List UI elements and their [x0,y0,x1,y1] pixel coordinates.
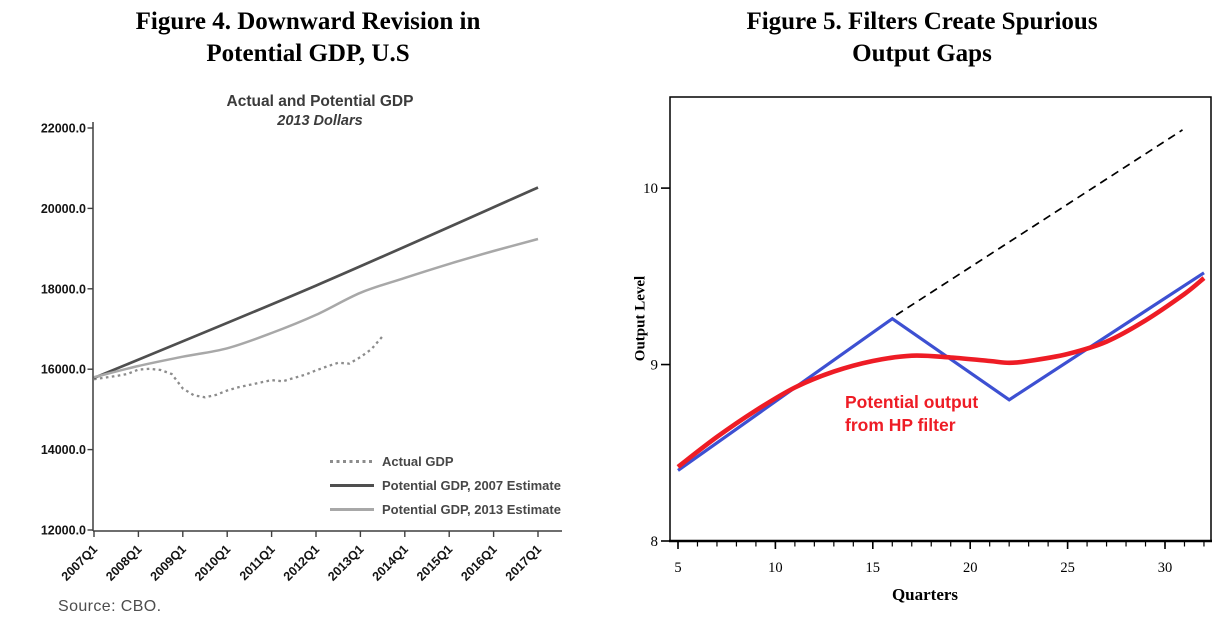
x-tick-label: 2012Q1 [281,542,322,583]
x-tick-label: 2016Q1 [458,542,499,583]
x-tick-label: 2017Q1 [503,542,544,583]
figure4-caption: Figure 4. Downward Revision in Potential… [8,6,608,70]
figure4-caption-line1: Figure 4. Downward Revision in [135,8,481,35]
x-tick-label: 2015Q1 [414,542,455,583]
legend-item: Actual GDP [330,449,561,473]
x-tick-label: 2009Q1 [148,542,189,583]
figure5-caption-line2: Output Gaps [852,40,992,67]
figure4-chart-subtitle: 2013 Dollars [277,113,363,129]
legend-label: Potential GDP, 2007 Estimate [382,477,561,493]
legend-line-sample [330,483,374,487]
x-tick-label: 30 [1158,560,1173,576]
y-tick-label: 10 [643,181,658,197]
legend-line-sample [330,459,374,463]
x-tick-label: 2011Q1 [237,542,278,583]
figure4-caption-line2: Potential GDP, U.S [206,40,410,67]
x-tick-label: 2010Q1 [192,542,233,583]
series-pre-recession-trend-dashed [895,129,1183,316]
series-potential-gdp-2007-estimate [93,186,539,380]
figure5-hp-filter-annotation: Potential output from HP filter [845,391,978,437]
y-tick-label: 22000.0 [41,122,86,136]
x-tick-label: 15 [866,560,881,576]
y-tick-label: 20000.0 [41,202,86,216]
figure5-plot-box [669,96,1212,542]
x-tick-label: 5 [674,560,681,576]
x-tick-label: 20 [963,560,978,576]
x-tick-label: 25 [1060,560,1075,576]
x-tick-label: 2007Q1 [59,542,100,583]
series-potential-output-hp-filter [676,276,1206,469]
figure5-caption: Figure 5. Filters Create Spurious Output… [632,6,1212,70]
figure5-y-axis-title: Output Level [632,275,649,362]
legend-item: Potential GDP, 2007 Estimate [330,473,561,497]
figure5-x-axis-title: Quarters [891,585,959,604]
series-actual-gdp [93,335,384,399]
annotation-line2: from HP filter [845,415,956,435]
figure4-legend: Actual GDP Potential GDP, 2007 Estimate Po… [330,449,561,521]
x-tick-label: 2013Q1 [325,542,366,583]
legend-label: Actual GDP [382,453,454,469]
figure5-caption-line1: Figure 5. Filters Create Spurious [746,8,1098,35]
y-tick-label: 14000.0 [41,443,86,457]
series-actual-output-line [677,271,1205,472]
legend-line-sample [330,507,374,511]
legend-item: Potential GDP, 2013 Estimate [330,497,561,521]
figure4-chart-title-block: Actual and Potential GDP 2013 Dollars [20,93,620,129]
y-tick-label: 18000.0 [41,282,86,296]
x-tick-label: 2008Q1 [103,542,144,583]
annotation-line1: Potential output [845,392,979,412]
y-tick-label: 16000.0 [41,363,86,377]
y-tick-label: 12000.0 [41,524,86,538]
figure5-chart: 8 9 10 5 10 15 20 25 30 [643,96,1212,576]
y-tick-label: 9 [651,358,659,374]
legend-label: Potential GDP, 2013 Estimate [382,501,561,517]
figure4-source: Source: CBO. [58,598,162,615]
x-tick-label: 2014Q1 [370,542,411,583]
series-potential-gdp-2013-estimate [93,237,539,379]
y-tick-label: 8 [651,534,659,550]
x-tick-label: 10 [768,560,783,576]
figure4-chart-title: Actual and Potential GDP [226,93,414,110]
